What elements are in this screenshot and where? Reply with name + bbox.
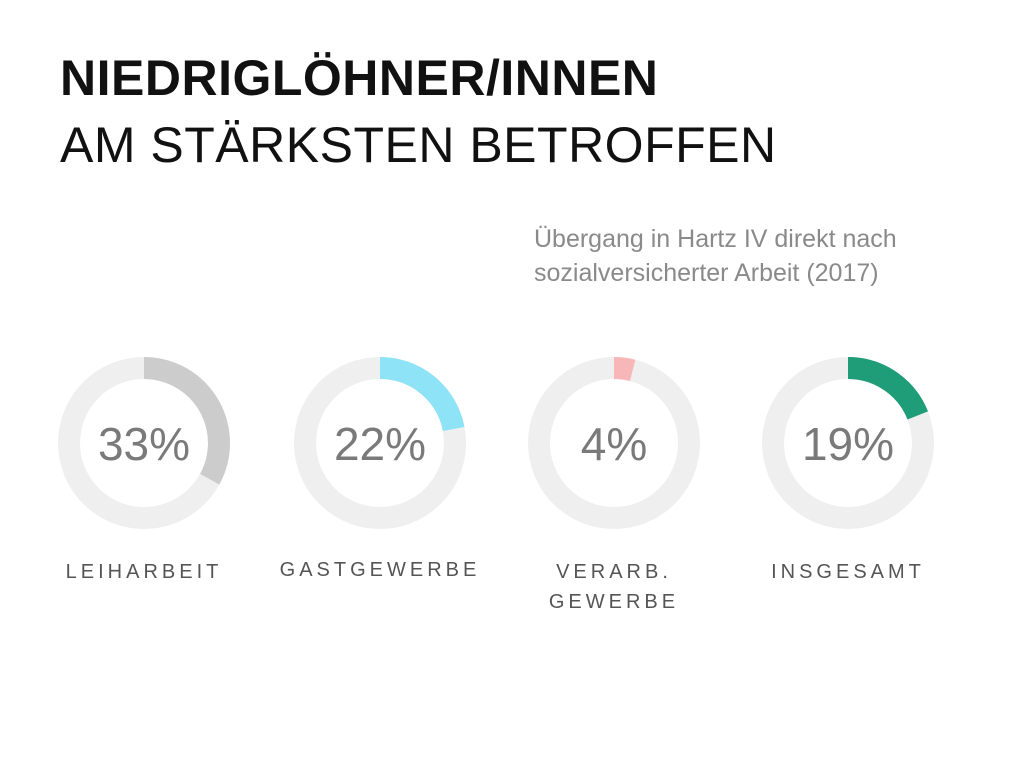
donut-arc-leiharbeit <box>58 357 230 529</box>
percent-label-insgesamt: 19% <box>802 418 894 470</box>
category-label-line: LEIHARBEIT <box>65 561 223 583</box>
percent-label-gastgewerbe: 22% <box>334 418 426 470</box>
chart-subtitle: Übergang in Hartz IV direkt nach sozialv… <box>534 222 974 290</box>
category-label-insgesamt: INSGESAMT <box>728 557 968 587</box>
donut-arc-verarb-gewerbe <box>528 357 700 529</box>
percent-label-leiharbeit: 33% <box>98 418 190 470</box>
title-line-2: AM STÄRKSTEN BETROFFEN <box>60 117 777 173</box>
category-label-verarb-gewerbe: VERARB. GEWERBE <box>494 557 734 617</box>
category-label-line: INSGESAMT <box>771 561 925 583</box>
category-label-line: VERARB. <box>556 561 672 583</box>
category-label-line: GASTGEWERBE <box>279 559 481 581</box>
subtitle-line-2: sozialversicherter Arbeit (2017) <box>534 259 879 287</box>
donut-arc-gastgewerbe <box>294 357 466 529</box>
title-line-1: NIEDRIGLÖHNER/INNEN <box>60 50 659 106</box>
donut-arc-insgesamt <box>762 357 934 529</box>
subtitle-line-1: Übergang in Hartz IV direkt nach <box>534 225 897 253</box>
percent-label-verarb-gewerbe: 4% <box>581 418 647 470</box>
category-label-leiharbeit: LEIHARBEIT <box>24 557 264 587</box>
category-label-gastgewerbe: GASTGEWERBE <box>260 555 500 585</box>
category-label-line: GEWERBE <box>548 591 680 613</box>
